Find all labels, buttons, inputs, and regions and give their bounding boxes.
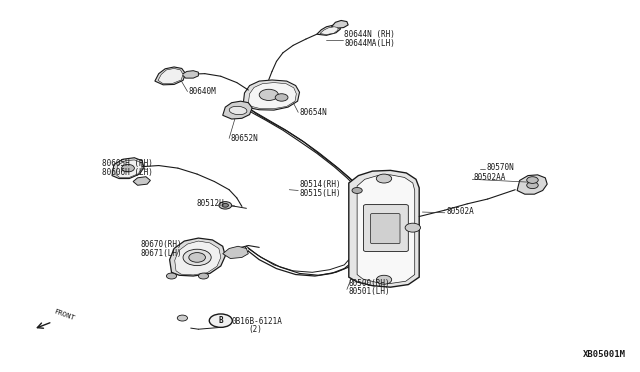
Circle shape [527,182,538,189]
Circle shape [376,275,392,284]
Text: 80501(LH): 80501(LH) [348,287,390,296]
Text: FRONT: FRONT [52,308,75,322]
Text: 80502A: 80502A [446,207,474,216]
Text: 80502AA: 80502AA [474,173,506,182]
Circle shape [222,203,228,207]
Text: 80606H (LH): 80606H (LH) [102,168,153,177]
Text: 80671(LH): 80671(LH) [141,248,182,257]
Polygon shape [320,27,338,35]
Polygon shape [158,68,183,84]
Circle shape [189,253,205,262]
Polygon shape [349,170,419,287]
Circle shape [166,273,177,279]
Polygon shape [170,238,225,276]
Circle shape [183,249,211,266]
Text: 80512H: 80512H [196,199,224,208]
FancyBboxPatch shape [371,214,400,244]
Text: 80514(RH): 80514(RH) [300,180,341,189]
Text: XB05001M: XB05001M [583,350,626,359]
Polygon shape [133,177,150,185]
Polygon shape [223,101,252,119]
Polygon shape [332,20,348,28]
Polygon shape [155,67,186,85]
Polygon shape [112,158,144,179]
Text: 80654N: 80654N [300,108,327,116]
Polygon shape [223,246,248,259]
Text: 80640M: 80640M [189,87,216,96]
Text: 80670(RH): 80670(RH) [141,240,182,249]
Polygon shape [175,241,221,275]
FancyBboxPatch shape [364,205,408,251]
Circle shape [352,187,362,193]
Circle shape [527,177,538,183]
Circle shape [177,315,188,321]
Circle shape [275,94,288,101]
Text: 80570N: 80570N [486,163,514,172]
Polygon shape [317,25,340,35]
Text: 80644MA(LH): 80644MA(LH) [344,39,395,48]
Text: B: B [218,316,223,325]
Circle shape [405,223,420,232]
Circle shape [198,273,209,279]
Circle shape [209,314,232,327]
Polygon shape [182,71,198,78]
Polygon shape [116,160,142,177]
Ellipse shape [229,106,247,115]
Polygon shape [243,80,300,110]
Polygon shape [357,175,415,283]
Text: 80500(RH): 80500(RH) [348,279,390,288]
Polygon shape [517,175,547,194]
Polygon shape [248,83,296,109]
Text: 80515(LH): 80515(LH) [300,189,341,198]
Circle shape [376,174,392,183]
Circle shape [122,164,134,172]
Text: (2): (2) [248,325,262,334]
Text: 80652N: 80652N [230,134,258,142]
Circle shape [259,89,278,100]
Text: 0B16B-6121A: 0B16B-6121A [232,317,282,326]
Text: 80644N (RH): 80644N (RH) [344,30,395,39]
Text: 80605H (RH): 80605H (RH) [102,159,153,168]
Circle shape [219,202,232,209]
